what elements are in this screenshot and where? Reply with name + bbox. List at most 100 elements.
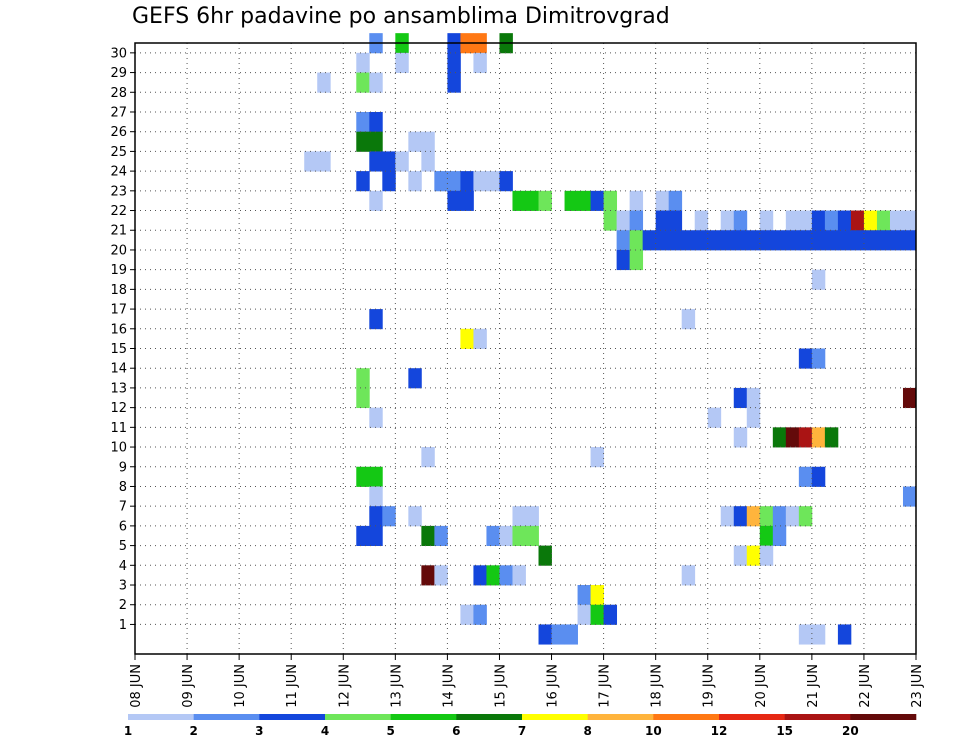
y-tick-label: 17 [110,303,127,318]
heatmap-cell [811,427,826,448]
heatmap-cell [590,190,604,211]
legend-swatch [390,714,457,720]
legend-label: 5 [386,724,394,738]
y-tick-label: 5 [119,539,127,554]
legend-label: 20 [842,724,859,738]
y-tick-label: 21 [110,224,127,239]
heatmap-cell [616,210,631,231]
heatmap-cell [512,525,526,546]
heatmap-cell [681,230,696,251]
y-tick-label: 20 [110,243,127,258]
heatmap-cell [356,111,370,133]
heatmap-cell [603,190,618,211]
heatmap-cell [772,506,787,527]
heatmap-cell [473,565,487,586]
heatmap-cell [837,624,852,645]
heatmap-cell [850,230,865,251]
heatmap-cell [863,210,878,231]
x-tick-label: 10 JUN [233,664,248,708]
heatmap-cell [317,72,331,93]
legend-label: 7 [518,724,526,738]
heatmap-cell [356,387,370,409]
heatmap-cell [304,151,318,172]
x-tick-label: 18 JUN [650,664,665,708]
x-tick-label: 21 JUN [806,664,821,708]
heatmap-cell [512,565,526,586]
x-tick-label: 09 JUN [181,664,196,708]
heatmap-cell [421,565,435,586]
heatmap-cell [668,190,683,211]
heatmap-cell [460,328,474,349]
y-tick-label: 16 [110,322,127,337]
heatmap-cell [447,52,461,73]
heatmap-cell [460,190,474,211]
x-tick-label: 15 JUN [493,664,508,708]
heatmap-cell [590,447,604,468]
legend-swatch [784,714,851,720]
heatmap-cell [811,348,826,369]
legend-swatch [193,714,260,720]
heatmap-cell [395,52,409,73]
heatmap-cell [434,525,448,546]
heatmap-cell [889,210,904,231]
legend-swatch [850,714,917,720]
legend-swatch [653,714,720,720]
heatmap-cell [837,230,852,251]
heatmap-cell [629,230,644,251]
heatmap-cell [577,585,591,606]
heatmap-cell [460,171,474,192]
heatmap-cell [681,565,696,586]
heatmap-cell [759,506,774,527]
heatmap-cell [668,230,683,251]
heatmap-cell [395,151,409,172]
y-tick-label: 14 [110,362,127,377]
heatmap-cell [369,190,383,211]
heatmap-cell [603,210,618,231]
heatmap-cell [434,171,448,192]
heatmap-cell [369,131,383,152]
heatmap-cell [655,210,670,231]
heatmap-cell [499,171,513,192]
heatmap-cell [798,348,813,369]
x-tick-label: 08 JUN [129,664,144,708]
y-tick-label: 29 [110,66,127,81]
x-tick-label: 23 JUN [910,664,925,708]
heatmap-cell [785,427,800,448]
heatmap-cell [447,171,461,192]
y-tick-label: 1 [119,618,127,633]
legend-swatch [719,714,785,720]
heatmap-cell [759,525,774,546]
y-tick-label: 4 [119,559,127,574]
heatmap-cell [369,309,383,330]
heatmap-cell [863,230,878,251]
y-tick-label: 28 [110,86,127,101]
heatmap-cell [720,210,735,231]
heatmap-cell [551,624,565,645]
legend-label: 12 [711,724,728,738]
heatmap-cell [629,249,644,271]
heatmap-cell [447,190,461,211]
heatmap-cell [369,151,383,172]
heatmap-cell [720,230,735,251]
heatmap-cell [785,210,800,231]
heatmap-cell [902,230,917,251]
heatmap-cell [369,486,383,507]
heatmap-cell [837,210,852,231]
heatmap-cell [525,525,539,546]
heatmap-cell [811,624,826,645]
heatmap-cell [798,506,813,527]
heatmap-cell [733,230,748,251]
y-tick-label: 19 [110,263,127,278]
heatmap-cell [798,624,813,645]
heatmap-cell [369,525,383,546]
y-tick-label: 11 [110,421,127,436]
heatmap-cell [616,249,631,271]
heatmap-cell [382,171,396,192]
heatmap-cell [733,506,748,527]
heatmap-cell [421,151,435,172]
heatmap-cell [434,565,448,586]
heatmap-cell [616,230,631,251]
legend-label: 10 [645,724,662,738]
heatmap-cell [317,151,331,172]
legend-label: 6 [452,724,460,738]
